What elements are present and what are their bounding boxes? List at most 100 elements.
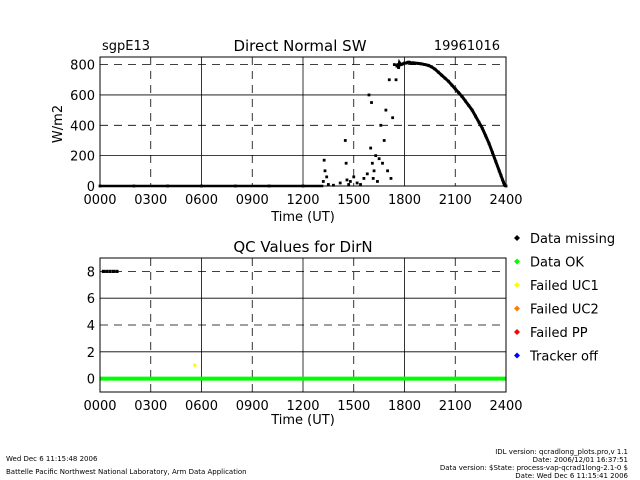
- data-point: [381, 161, 384, 165]
- legend-item: Failed UC2: [514, 303, 599, 318]
- footer-idl-date: Date: 2006/12/01 16:37:51: [533, 456, 628, 464]
- bottom-plot-frame: [99, 257, 507, 393]
- legend-marker-icon: [514, 329, 520, 335]
- x-tick-label: 0600: [185, 193, 218, 208]
- data-point: [392, 63, 396, 66]
- legend-item: Tracker off: [514, 350, 599, 365]
- x-tick-label: 2400: [489, 399, 522, 414]
- y-tick-label: 600: [70, 89, 95, 104]
- footer-idl-version: IDL version: qcradlong_plots.pro,v 1.1: [495, 448, 628, 456]
- data-point: [321, 180, 325, 183]
- data-point: [332, 183, 335, 187]
- data-point: [376, 180, 379, 183]
- data-point: [111, 269, 116, 273]
- legend-item: Data missing: [514, 232, 615, 247]
- x-tick-label: 1200: [286, 193, 319, 208]
- data-point: [355, 181, 359, 185]
- legend-marker-icon: [514, 235, 520, 241]
- data-point: [325, 175, 329, 179]
- data-point: [338, 181, 342, 185]
- bottom-data-series: [100, 269, 506, 381]
- data-point: [374, 154, 378, 158]
- y-tick-label: 4: [87, 319, 95, 334]
- legend-item: Failed UC1: [514, 279, 599, 294]
- data-point: [389, 177, 393, 180]
- date-label: 19961016: [434, 39, 500, 54]
- legend-marker-icon: [514, 258, 520, 265]
- data-point: [391, 116, 395, 120]
- data-point: [345, 178, 349, 182]
- data-point: [386, 169, 389, 173]
- legend-label: Failed UC2: [530, 303, 599, 318]
- legend-marker-icon: [514, 282, 520, 288]
- data-point: [370, 101, 373, 104]
- x-tick-label: 0300: [134, 399, 167, 414]
- afternoon-envelope: [396, 58, 507, 188]
- data-point: [367, 93, 371, 97]
- y-tick-label: 800: [70, 59, 95, 74]
- data-point: [344, 161, 348, 165]
- data-point: [371, 177, 375, 180]
- data-point: [115, 269, 119, 273]
- data-point: [394, 78, 398, 82]
- data-point: [323, 169, 327, 173]
- x-tick-label: 0600: [185, 399, 218, 414]
- legend: Data missing Data OK Failed UC1 Failed UC2 F…: [514, 232, 615, 365]
- data-point: [387, 78, 391, 82]
- y-tick-label: 6: [87, 292, 95, 307]
- x-tick-label: 1500: [337, 399, 370, 414]
- legend-label: Data missing: [530, 232, 615, 247]
- data-point: [382, 139, 386, 142]
- data-point: [343, 139, 347, 142]
- footer-date: Wed Dec 6 11:15:48 2006: [6, 455, 98, 463]
- x-tick-label: 1200: [286, 399, 319, 414]
- data-point: [365, 172, 369, 176]
- x-tick-label: 0000: [83, 193, 116, 208]
- y-tick-label: 8: [87, 265, 95, 280]
- top-y-axis-label: W/m2: [51, 105, 66, 143]
- legend-item: Data OK: [514, 256, 584, 271]
- x-tick-label: 2400: [489, 193, 522, 208]
- data-point: [105, 269, 109, 273]
- y-tick-label: 0: [87, 373, 95, 388]
- x-tick-label: 0300: [134, 193, 167, 208]
- data-point: [370, 161, 374, 165]
- top-axis-ticks: 0000 0300 0600 0900 1200 1500 1800 2100 2400 0 200…: [70, 59, 522, 208]
- bottom-grid: [100, 258, 506, 392]
- data-point: [377, 157, 381, 161]
- top-plot-frame: [99, 56, 507, 187]
- x-tick-label: 2100: [439, 193, 472, 208]
- data-point: [326, 183, 330, 186]
- data-point: [372, 169, 376, 173]
- footer-data-version: Data version: $State: process-vap-qcrad1…: [440, 464, 628, 472]
- top-grid: [100, 57, 506, 186]
- x-tick-label: 0000: [83, 399, 116, 414]
- legend-marker-icon: [514, 305, 520, 312]
- y-tick-label: 400: [70, 119, 95, 134]
- footer-lab: Battelle Pacific Northwest National Labo…: [6, 468, 247, 476]
- data-point: [193, 363, 197, 367]
- data-point: [322, 158, 326, 162]
- data-point: [348, 180, 352, 183]
- direct-normal-panel: sgpE13 Direct Normal SW 19961016 0000 030…: [51, 37, 523, 225]
- legend-label: Data OK: [530, 256, 584, 271]
- data-point: [347, 183, 351, 186]
- footer-data-date: Date: Wed Dec 6 11:15:41 2006: [515, 472, 628, 480]
- bottom-x-axis-label: Time (UT): [270, 413, 335, 428]
- legend-marker-icon: [514, 352, 520, 359]
- data-point: [108, 269, 112, 273]
- data-point: [352, 175, 356, 179]
- site-label: sgpE13: [102, 39, 150, 54]
- x-tick-label: 0900: [236, 193, 269, 208]
- data-point: [384, 108, 388, 112]
- data-point: [362, 177, 366, 180]
- legend-label: Failed PP: [530, 326, 588, 341]
- y-tick-label: 0: [87, 180, 95, 195]
- legend-label: Tracker off: [529, 350, 599, 365]
- qc-values-panel: QC Values for DirN 0000 0300 0600 0900 1200 1…: [83, 238, 522, 428]
- y-tick-label: 200: [70, 150, 95, 165]
- y-tick-label: 2: [87, 346, 95, 361]
- top-x-axis-label: Time (UT): [270, 210, 335, 225]
- x-tick-label: 1800: [388, 399, 421, 414]
